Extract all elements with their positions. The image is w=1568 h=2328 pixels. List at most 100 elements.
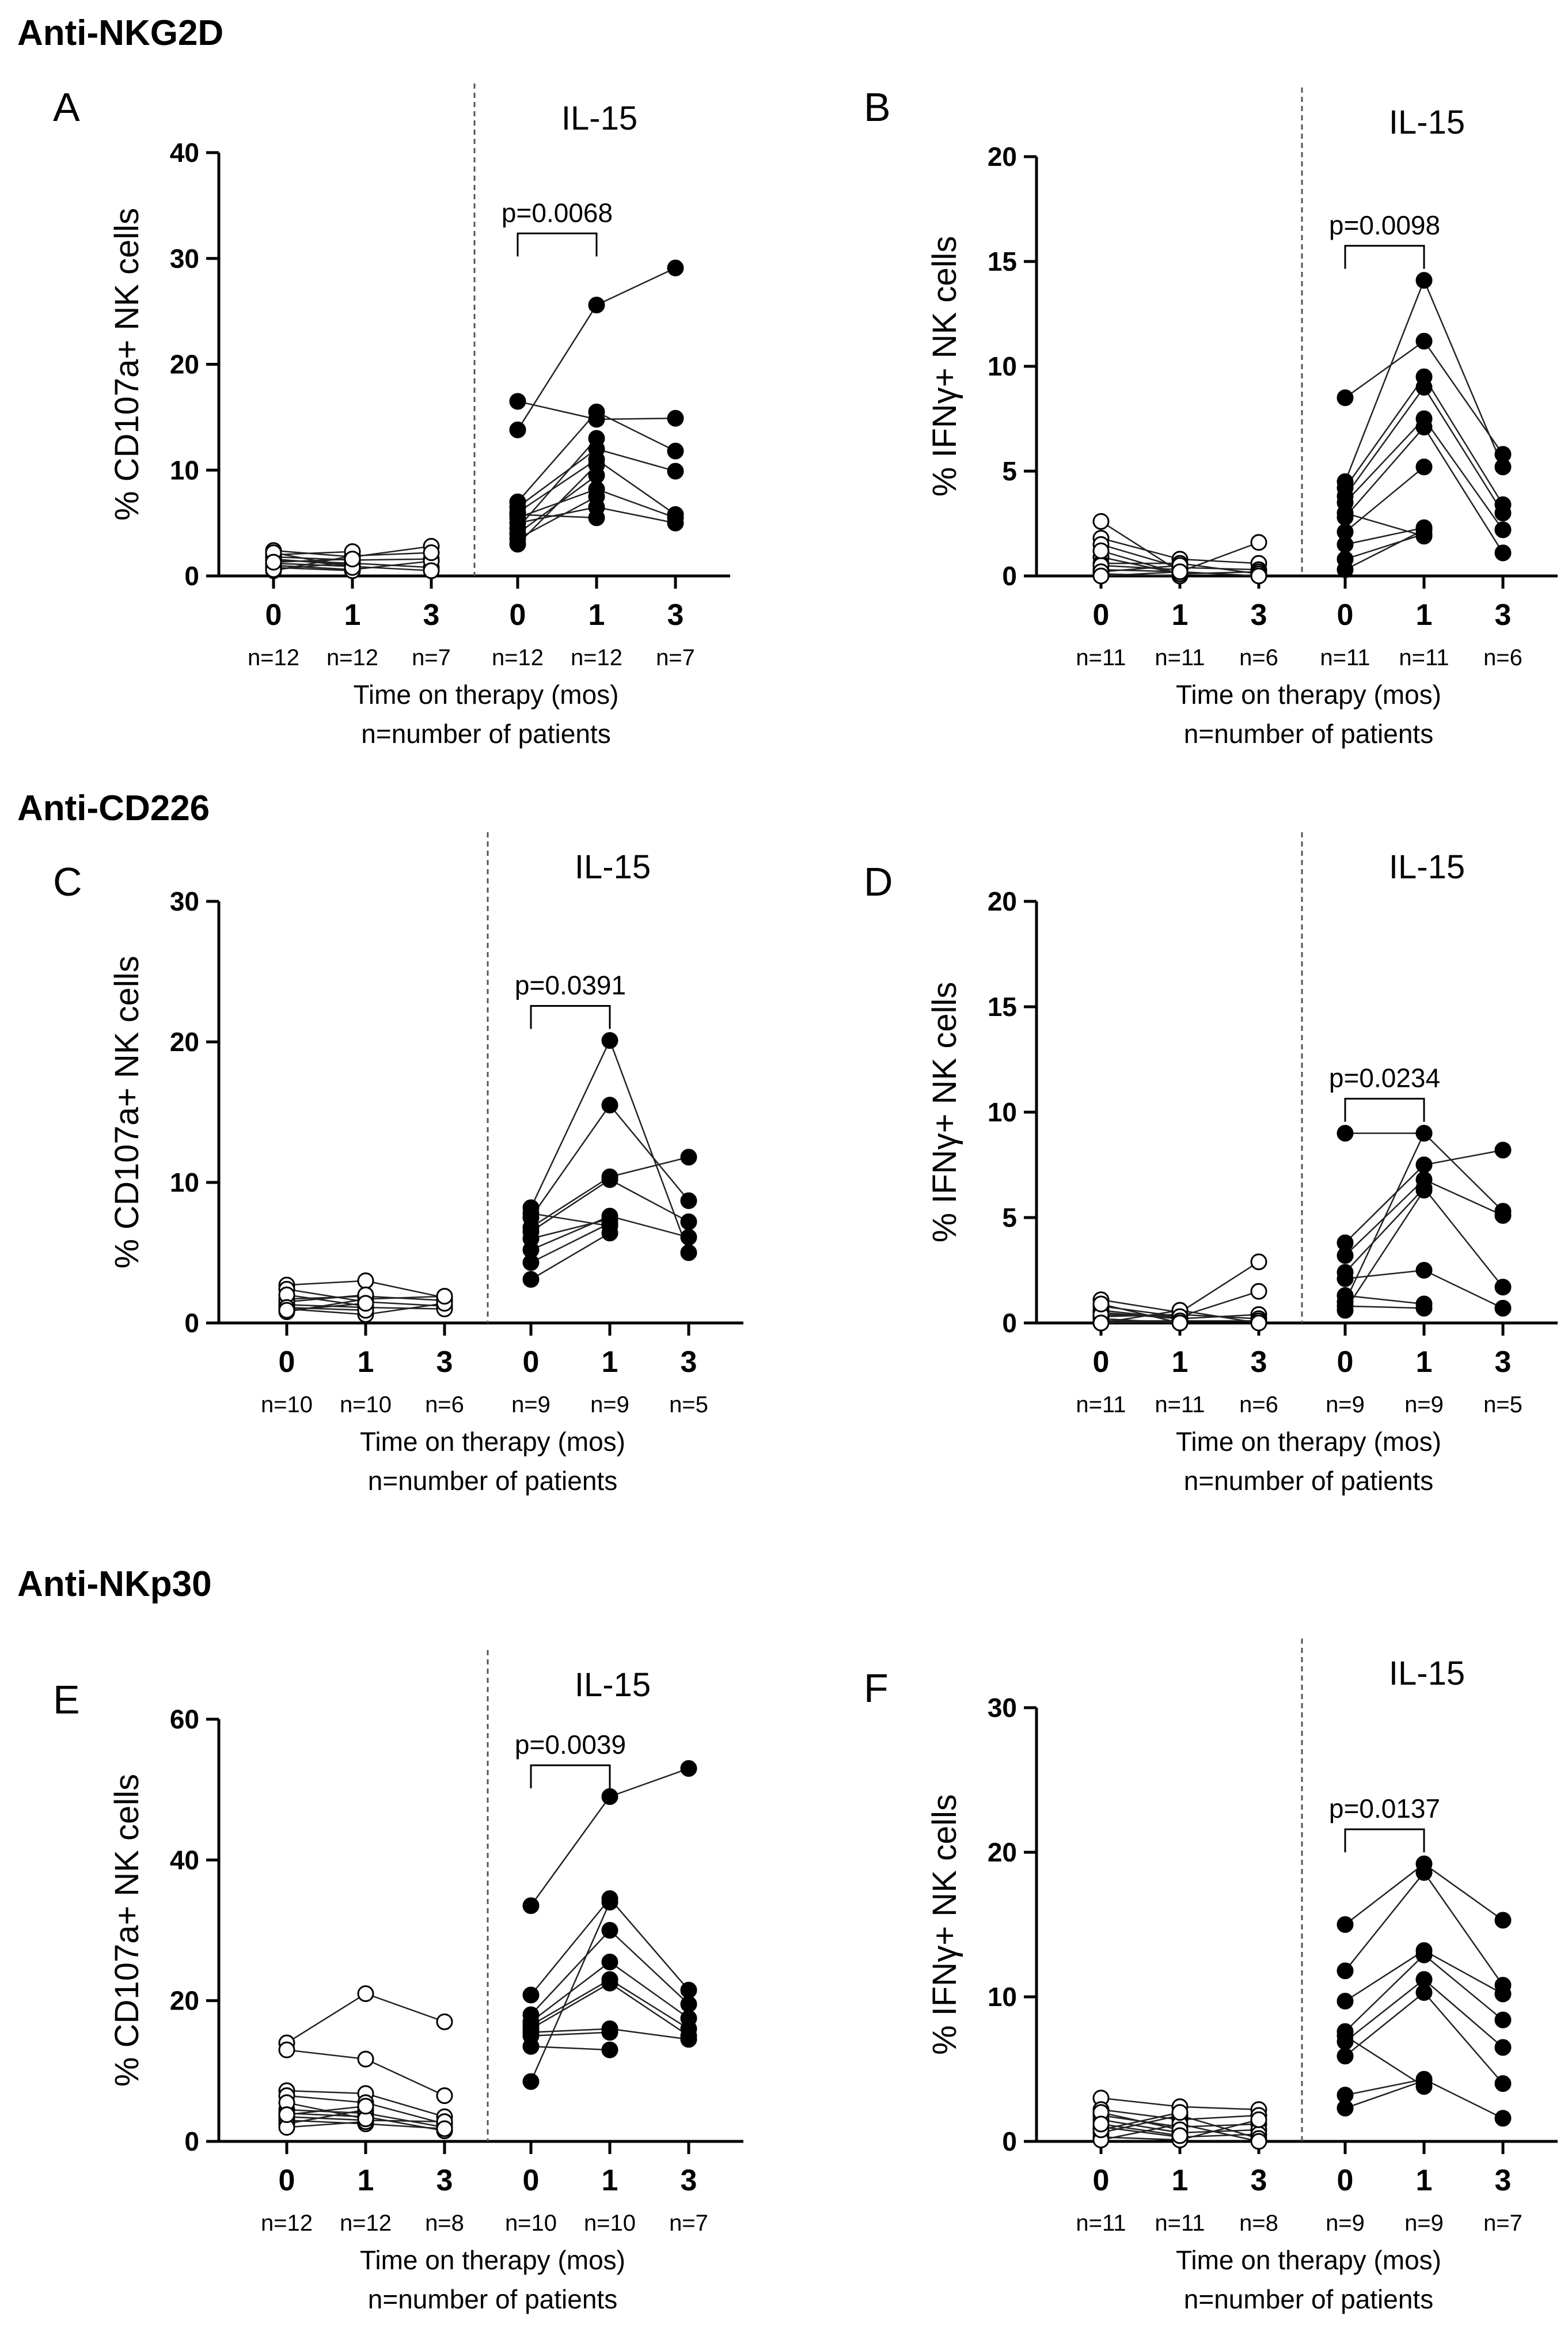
x-axis-label-2: n=number of patients	[1184, 2284, 1433, 2314]
x-tick-label: 1	[589, 598, 605, 632]
n-label: n=10	[340, 1392, 392, 1417]
x-axis-label-2: n=number of patients	[368, 2284, 617, 2314]
series-line	[1345, 466, 1425, 533]
x-tick-label: 1	[602, 2164, 618, 2197]
x-tick-label: 1	[1416, 2164, 1433, 2197]
x-tick-label: 1	[1416, 598, 1433, 632]
data-point-filled	[601, 1894, 618, 1911]
data-point-filled	[509, 506, 526, 523]
n-label: n=6	[425, 1392, 464, 1417]
n-label: n=6	[1239, 645, 1278, 670]
series-line	[1345, 1295, 1425, 1305]
data-point-filled	[1337, 2027, 1354, 2045]
x-tick-label: 3	[1495, 2164, 1512, 2197]
series-line	[286, 1294, 366, 1303]
data-point-filled	[1494, 1207, 1512, 1224]
pvalue-label: p=0.0234	[1329, 1063, 1440, 1093]
y-tick-label: 30	[170, 244, 199, 274]
n-label: n=11	[1076, 2211, 1126, 2236]
x-tick-label: 1	[358, 1345, 374, 1379]
x-tick-label: 3	[681, 1345, 697, 1379]
data-point-filled	[601, 1953, 618, 1970]
data-point-filled	[1415, 1984, 1433, 2001]
n-label: n=10	[584, 2211, 636, 2236]
panel-label: C	[53, 859, 82, 904]
condition-header: IL-15	[575, 848, 651, 886]
data-point-filled	[667, 514, 684, 532]
y-axis-label: % IFNγ+ NK cells	[926, 236, 963, 497]
data-point-open	[1171, 563, 1189, 581]
panel-label: E	[53, 1677, 80, 1722]
x-tick-label: 3	[1251, 2164, 1267, 2197]
data-point-filled	[680, 1229, 697, 1246]
x-axis-label: Time on therapy (mos)	[354, 680, 619, 710]
data-point-open	[278, 2106, 295, 2124]
data-point-open	[436, 2013, 453, 2030]
series-line	[1100, 573, 1180, 577]
data-point-open	[357, 1272, 374, 1290]
data-point-open	[423, 544, 440, 562]
y-tick-label: 20	[170, 1986, 199, 2016]
data-point-filled	[680, 2031, 697, 2048]
x-tick-label: 3	[1251, 1345, 1267, 1379]
x-tick-label: 1	[344, 598, 361, 632]
n-label: n=9	[590, 1392, 629, 1417]
pvalue-label: p=0.0137	[1329, 1794, 1440, 1823]
y-tick-label: 0	[1002, 2126, 1017, 2156]
series-line	[1100, 1314, 1180, 1318]
x-axis-label: Time on therapy (mos)	[360, 2245, 625, 2275]
data-point-filled	[588, 488, 605, 505]
data-point-filled	[601, 1210, 618, 1227]
data-point-open	[1092, 542, 1110, 559]
series-line	[1345, 1991, 1504, 2084]
data-point-filled	[588, 467, 605, 484]
n-label: n=12	[261, 2211, 313, 2236]
data-point-filled	[588, 509, 605, 526]
x-tick-label: 0	[1093, 598, 1110, 632]
data-point-open	[1171, 1314, 1189, 1332]
series-line	[1345, 2035, 1425, 2087]
data-point-open	[1250, 2133, 1267, 2150]
series-line	[1345, 340, 1504, 455]
n-label: n=9	[1326, 1392, 1365, 1417]
y-tick-label: 10	[170, 455, 199, 485]
x-tick-label: 3	[436, 1345, 453, 1379]
n-label: n=12	[340, 2211, 392, 2236]
data-point-filled	[1337, 1125, 1354, 1142]
data-point-filled	[1337, 2048, 1354, 2065]
data-point-filled	[1494, 1142, 1512, 1159]
data-point-open	[1250, 1253, 1267, 1271]
y-tick-label: 20	[988, 886, 1017, 916]
series-line	[1100, 564, 1180, 571]
series-line	[530, 2031, 610, 2037]
data-point-filled	[588, 430, 605, 447]
n-label: n=11	[1320, 645, 1370, 670]
panel-label: A	[53, 85, 80, 130]
data-point-filled	[1494, 458, 1512, 476]
series-line	[1345, 533, 1425, 560]
series-line	[273, 558, 353, 563]
n-label: n=11	[1155, 2211, 1205, 2236]
series-line	[273, 551, 353, 556]
data-point-filled	[522, 2073, 540, 2090]
n-label: n=12	[571, 645, 622, 670]
n-label: n=5	[669, 1392, 708, 1417]
condition-header: IL-15	[1389, 104, 1465, 141]
y-tick-label: 15	[988, 247, 1017, 276]
series-line	[1344, 375, 1504, 505]
data-point-filled	[1337, 1247, 1354, 1264]
series-line	[530, 1104, 689, 1218]
data-point-filled	[601, 1097, 618, 1114]
data-point-filled	[601, 1922, 618, 1939]
series-line	[1344, 1133, 1425, 1302]
data-point-filled	[522, 1897, 540, 1914]
series-line	[530, 1232, 610, 1280]
x-tick-label: 3	[436, 2164, 453, 2197]
x-tick-label: 1	[1172, 598, 1189, 632]
pvalue-label: p=0.0068	[502, 198, 613, 228]
data-point-filled	[588, 403, 605, 420]
data-point-filled	[1494, 1299, 1512, 1317]
data-point-open	[278, 2041, 295, 2058]
data-point-open	[423, 562, 440, 579]
data-point-open	[1171, 2104, 1189, 2121]
